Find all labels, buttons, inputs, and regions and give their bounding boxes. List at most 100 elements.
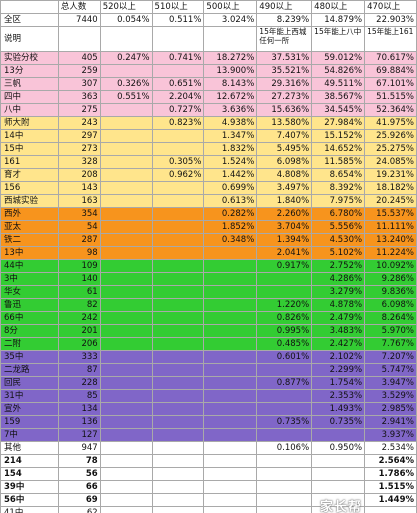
school-name-cell[interactable]: 13分 [0,64,59,78]
school-name-cell[interactable]: 44中 [0,259,59,273]
total-students-cell[interactable]: 228 [57,376,101,390]
header-490[interactable]: 490以上 [256,0,313,14]
pct-490-cell[interactable]: 1.840% [256,194,313,208]
pct-490-cell[interactable] [256,454,313,468]
pct-500-cell[interactable] [203,415,258,429]
pct-520-cell[interactable] [99,402,153,416]
pct-480-cell[interactable]: 1.754% [311,376,366,390]
total-students-cell[interactable]: 405 [57,51,101,65]
school-name-cell[interactable]: 回民 [0,376,59,390]
total-students-cell[interactable]: 87 [57,363,101,377]
pct-500-cell[interactable] [203,389,258,403]
school-name-cell[interactable]: 西外 [0,207,59,221]
header-480[interactable]: 480以上 [311,0,366,14]
pct-500-cell[interactable]: 13.900% [203,64,258,78]
pct-490-cell[interactable]: 6.098% [256,155,313,169]
pct-510-cell[interactable] [151,324,205,338]
pct-470-cell[interactable]: 25.926% [364,129,417,143]
pct-470-cell[interactable]: 7.207% [364,350,417,364]
pct-520-cell[interactable] [99,311,153,325]
note-470[interactable]: 15年能上161 [364,26,417,52]
total-students-cell[interactable]: 273 [57,142,101,156]
pct-510-cell[interactable] [151,194,205,208]
pct-510-cell[interactable] [151,207,205,221]
pct-510-cell[interactable]: 0.962% [151,168,205,182]
total-students-cell[interactable]: 297 [57,129,101,143]
pct-510-cell[interactable]: 2.204% [151,90,205,104]
pct-470-cell[interactable]: 20.245% [364,194,417,208]
pct-490-cell[interactable]: 29.316% [256,77,313,91]
pct-520-cell[interactable] [99,376,153,390]
pct-510-cell[interactable]: 0.741% [151,51,205,65]
total-label[interactable]: 全区 [0,13,59,27]
pct-510-cell[interactable] [151,298,205,312]
note-490[interactable]: 15年能上西城任何一所 [256,26,313,52]
pct-510-cell[interactable] [151,441,205,455]
pct-500-cell[interactable]: 1.832% [203,142,258,156]
pct-500-cell[interactable]: 0.348% [203,233,258,247]
pct-490-cell[interactable] [256,389,313,403]
pct-490-cell[interactable]: 2.260% [256,207,313,221]
pct-490-cell[interactable] [256,402,313,416]
pct-500-cell[interactable] [203,363,258,377]
pct-520-cell[interactable] [99,467,153,481]
pct-490-cell[interactable] [256,272,313,286]
pct-520-cell[interactable] [99,298,153,312]
total-490[interactable]: 8.239% [256,13,313,27]
school-name-cell[interactable]: 师大附 [0,116,59,130]
total-students-cell[interactable]: 333 [57,350,101,364]
pct-510-cell[interactable] [151,311,205,325]
pct-480-cell[interactable]: 3.483% [311,324,366,338]
pct-480-cell[interactable]: 49.511% [311,77,366,91]
total-students-cell[interactable]: 259 [57,64,101,78]
pct-480-cell[interactable]: 7.975% [311,194,366,208]
pct-510-cell[interactable] [151,506,205,513]
pct-490-cell[interactable]: 1.394% [256,233,313,247]
school-name-cell[interactable]: 159 [0,415,59,429]
pct-500-cell[interactable] [203,324,258,338]
pct-520-cell[interactable] [99,389,153,403]
pct-490-cell[interactable]: 13.580% [256,116,313,130]
pct-490-cell[interactable] [256,285,313,299]
pct-500-cell[interactable]: 1.852% [203,220,258,234]
pct-470-cell[interactable]: 2.564% [364,454,417,468]
pct-490-cell[interactable]: 3.704% [256,220,313,234]
pct-480-cell[interactable]: 2.479% [311,311,366,325]
pct-500-cell[interactable] [203,298,258,312]
total-students-cell[interactable]: 201 [57,324,101,338]
total-students-cell[interactable]: 206 [57,337,101,351]
school-name-cell[interactable]: 56中 [0,493,59,507]
school-name-cell[interactable]: 3中 [0,272,59,286]
pct-520-cell[interactable]: 0.326% [99,77,153,91]
pct-470-cell[interactable]: 51.515% [364,90,417,104]
pct-510-cell[interactable] [151,181,205,195]
note-480[interactable]: 15年能上八中 [311,26,366,52]
pct-510-cell[interactable] [151,246,205,260]
pct-520-cell[interactable] [99,103,153,117]
pct-520-cell[interactable]: 0.551% [99,90,153,104]
pct-470-cell[interactable]: 1.515% [364,480,417,494]
pct-510-cell[interactable]: 0.305% [151,155,205,169]
pct-470-cell[interactable]: 8.264% [364,311,417,325]
pct-520-cell[interactable] [99,129,153,143]
school-name-cell[interactable]: 四中 [0,90,59,104]
pct-510-cell[interactable] [151,376,205,390]
pct-490-cell[interactable]: 27.273% [256,90,313,104]
school-name-cell[interactable]: 14中 [0,129,59,143]
total-500[interactable]: 3.024% [203,13,258,27]
pct-510-cell[interactable] [151,233,205,247]
pct-470-cell[interactable]: 19.231% [364,168,417,182]
pct-470-cell[interactable]: 1.786% [364,467,417,481]
header-500[interactable]: 500以上 [203,0,258,14]
school-name-cell[interactable]: 41中 [0,506,59,513]
pct-520-cell[interactable] [99,155,153,169]
pct-470-cell[interactable]: 3.529% [364,389,417,403]
pct-480-cell[interactable] [311,428,366,442]
total-students-cell[interactable]: 62 [57,506,101,513]
school-name-cell[interactable]: 15中 [0,142,59,156]
pct-500-cell[interactable]: 8.143% [203,77,258,91]
total-students-cell[interactable]: 78 [57,454,101,468]
total-520[interactable]: 0.054% [99,13,153,27]
school-name-cell[interactable]: 66中 [0,311,59,325]
total-students-cell[interactable]: 947 [57,441,101,455]
